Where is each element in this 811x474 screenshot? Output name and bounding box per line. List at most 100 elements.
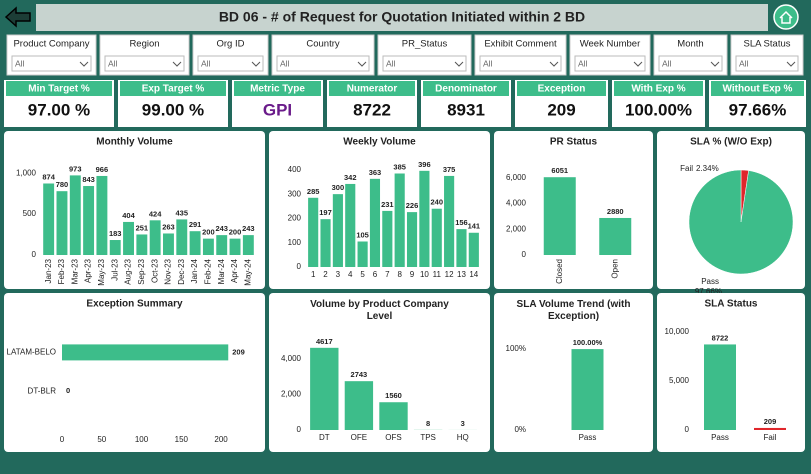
pie-slice (689, 170, 793, 274)
filter-label: Week Number (580, 39, 641, 50)
bar (469, 233, 479, 267)
kpi-label: Exp Target % (142, 84, 205, 95)
data-label: 263 (162, 222, 175, 231)
bar (704, 344, 736, 430)
y-tick-label: 0 (32, 250, 37, 259)
bar (163, 233, 174, 255)
filter-label: Org ID (217, 39, 245, 50)
x-tick-label: 200 (214, 435, 228, 444)
y-tick-label: 200 (288, 214, 302, 223)
bar (599, 218, 631, 255)
x-tick-label: TPS (420, 433, 436, 442)
y-tick-label: 300 (288, 189, 302, 198)
home-button[interactable] (774, 5, 798, 29)
data-label: 0 (66, 386, 70, 395)
x-tick-label: Aug-23 (124, 258, 133, 284)
y-tick-label: 1,000 (16, 168, 37, 177)
kpi-value: 8722 (353, 100, 391, 119)
x-tick-label: Fail (764, 433, 777, 442)
data-label: 435 (176, 208, 189, 217)
filter-value: All (739, 58, 749, 68)
data-label: 243 (242, 224, 255, 233)
y-tick-label: 400 (288, 165, 302, 174)
data-label: 2880 (607, 207, 624, 216)
x-tick-label: 150 (175, 435, 189, 444)
x-tick-label: 14 (469, 270, 478, 279)
x-tick-label: Jan-23 (44, 258, 53, 283)
data-label: 200 (202, 228, 215, 237)
x-tick-label: Jan-24 (190, 258, 199, 283)
data-label: 291 (189, 220, 202, 229)
chart-panel (4, 293, 265, 452)
bar (57, 191, 68, 255)
bar (216, 235, 227, 255)
bar (70, 175, 81, 255)
data-label: 8722 (712, 333, 729, 342)
filter-value: All (662, 58, 672, 68)
x-tick-label: May-24 (243, 258, 252, 285)
x-tick-label: 13 (457, 270, 466, 279)
y-tick-label: 0 (297, 262, 302, 271)
bar (310, 348, 338, 430)
bar (370, 179, 380, 267)
slice-label: Pass (701, 277, 719, 286)
bar (320, 219, 330, 267)
filter-value: All (483, 58, 493, 68)
y-tick-label: 100 (288, 238, 302, 247)
y-tick-label: 0% (514, 425, 526, 434)
data-label: 285 (307, 187, 320, 196)
y-tick-label: 6,000 (506, 173, 527, 182)
bar (382, 211, 392, 267)
bar (230, 239, 241, 255)
kpi-value: 97.00 % (28, 100, 90, 119)
kpi-label: Numerator (347, 84, 398, 95)
x-tick-label: 1 (311, 270, 316, 279)
page-title: BD 06 - # of Request for Quotation Initi… (219, 9, 585, 25)
filter-value: All (15, 58, 25, 68)
filter-label: Month (677, 39, 703, 50)
filter-label: Country (306, 39, 340, 50)
x-tick-label: DT (319, 433, 330, 442)
chart-title: SLA % (W/O Exp) (690, 137, 772, 148)
data-label: 843 (82, 175, 95, 184)
bar (333, 194, 343, 267)
y-tick-label: 100% (506, 344, 526, 353)
bar (150, 220, 161, 255)
x-tick-label: 10 (420, 270, 429, 279)
x-tick-label: HQ (457, 433, 469, 442)
filter-value: All (578, 58, 588, 68)
x-tick-label: Open (610, 259, 619, 279)
x-tick-label: May-23 (97, 258, 106, 285)
x-tick-label: OFS (385, 433, 401, 442)
data-label: 105 (356, 230, 369, 239)
filter-dropdown[interactable] (277, 56, 369, 71)
bar (754, 428, 786, 430)
bar (83, 186, 94, 255)
filter-label: Product Company (13, 39, 89, 50)
x-tick-label: 100 (135, 435, 149, 444)
x-tick-label: 0 (60, 435, 65, 444)
y-tick-label: 4,000 (506, 199, 527, 208)
filter-label: Exhibit Comment (484, 39, 557, 50)
bar (432, 209, 442, 267)
bar (62, 344, 228, 360)
data-label: 342 (344, 173, 357, 182)
x-tick-label: Apr-24 (230, 258, 239, 283)
data-label: 375 (443, 165, 456, 174)
y-tick-label: LATAM-BELO (7, 348, 57, 357)
filter-label: PR_Status (402, 39, 448, 50)
data-label: 424 (149, 209, 162, 218)
chart-title: PR Status (550, 137, 598, 148)
data-label: 240 (430, 198, 443, 207)
x-tick-label: Dec-23 (177, 258, 186, 284)
filter-value: All (108, 58, 118, 68)
x-tick-label: Pass (711, 433, 729, 442)
chart-title: Weekly Volume (343, 137, 416, 148)
bar (395, 174, 405, 268)
data-label: 100.00% (573, 338, 603, 347)
y-tick-label: 0 (297, 425, 302, 434)
y-tick-label: 10,000 (665, 327, 690, 336)
data-label: 4617 (316, 337, 333, 346)
bar (358, 242, 368, 268)
